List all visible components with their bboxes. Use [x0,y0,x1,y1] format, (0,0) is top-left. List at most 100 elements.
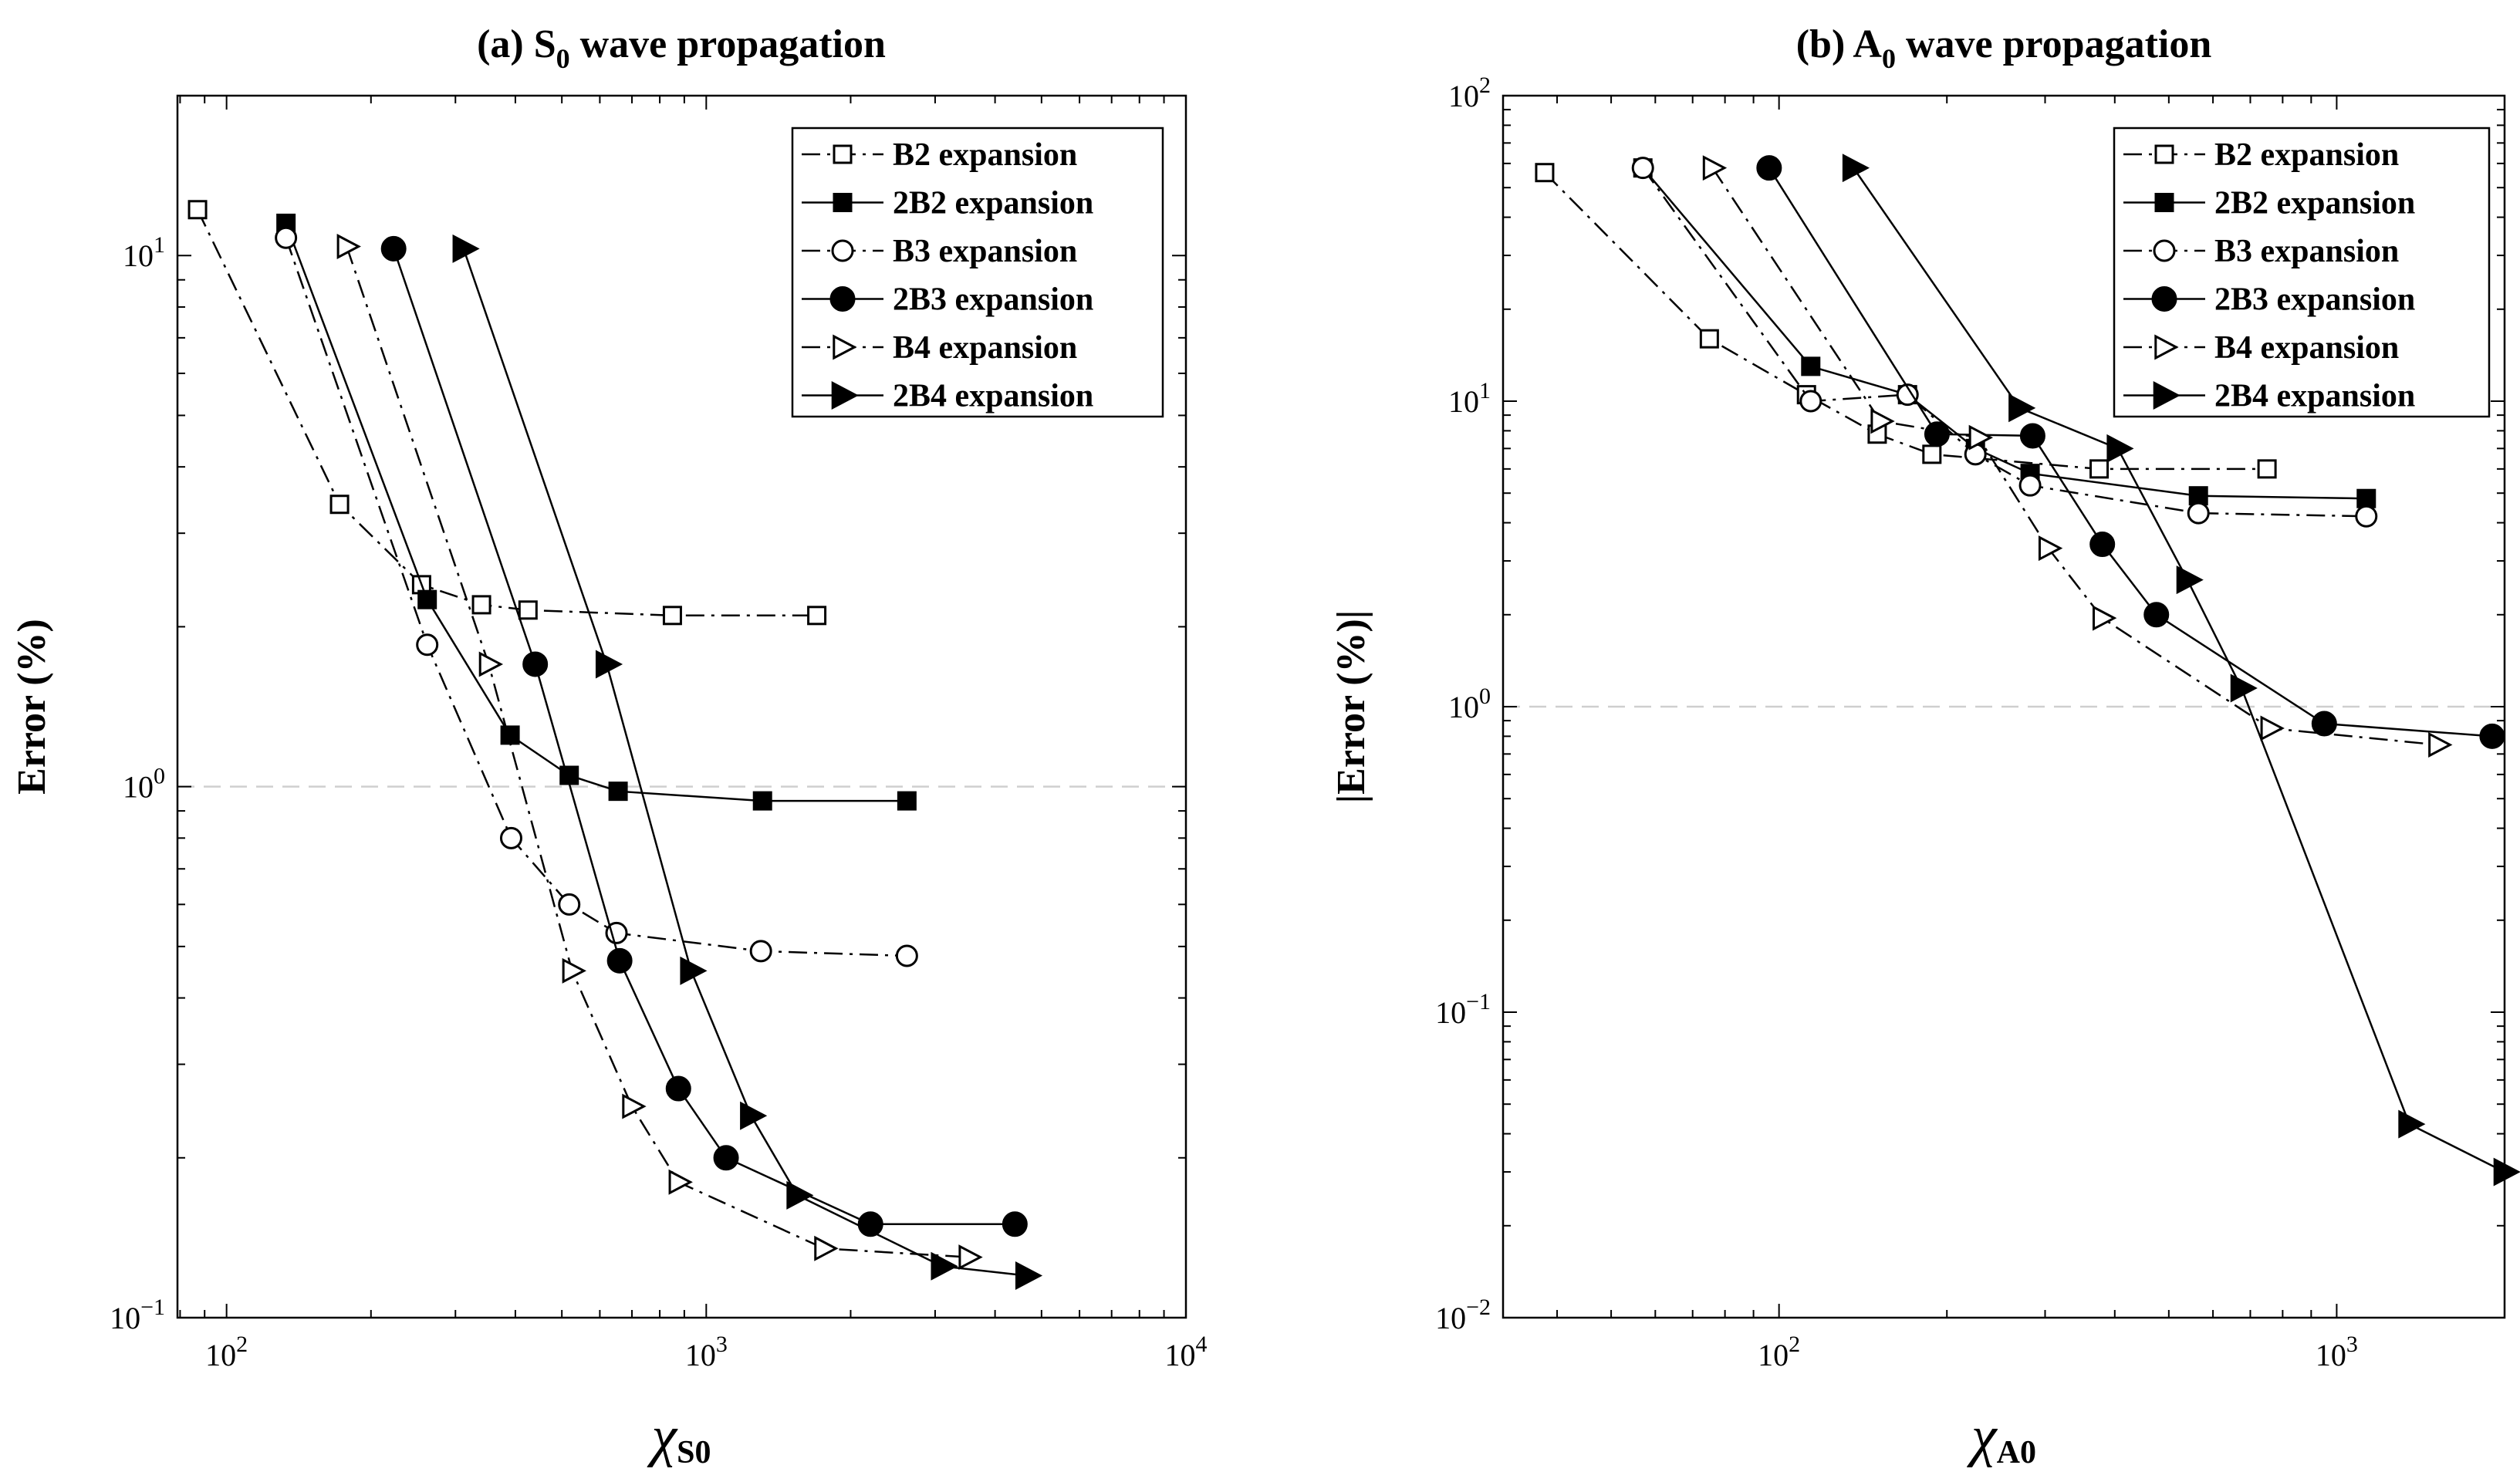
series-6 [1842,154,2520,1187]
data-point [2093,605,2117,631]
legend-marker [831,381,859,410]
data-point [1756,155,1782,181]
legend-label: 2B3 expansion [2214,282,2415,318]
legend-entry: B3 expansion [2123,234,2399,269]
data-point [336,234,361,259]
data-point [2038,535,2063,562]
x-axis-label: χS0 [647,1405,711,1470]
legend-label: B2 expansion [893,137,1077,173]
y-tick-label-4: 102 [1448,73,1491,113]
legend: B2 expansion 2B2 expansion B3 expansion 2B3… [2113,127,2491,418]
data-point [2355,505,2378,528]
series-5 [336,234,983,1271]
legend-marker [833,193,853,212]
data-point [1842,154,1870,183]
data-point [740,1101,768,1130]
data-point [662,606,682,626]
legend-entry: 2B3 expansion [802,282,1093,318]
legend-entry: B2 expansion [2123,137,2399,173]
data-point [2311,711,2337,737]
legend-label: B3 expansion [2214,234,2399,269]
series-4 [380,235,1028,1237]
data-point [752,791,772,811]
legend-label: 2B2 expansion [2214,186,2415,221]
y-tick-label-2: 100 [1448,684,1491,724]
data-point [786,1180,814,1210]
y-tick-label-3: 101 [1448,378,1491,419]
legend-marker [2154,144,2174,164]
legend-marker [829,286,856,312]
data-point [814,1235,839,1261]
data-point [1535,163,1555,183]
legend-label: 2B4 expansion [893,379,1093,414]
data-point [606,947,633,974]
legend-marker [2154,193,2174,212]
data-point [2188,486,2208,506]
series-5 [1702,155,2453,758]
data-point [2356,488,2376,508]
series-2 [276,213,917,811]
legend-entry: B3 expansion [802,234,1077,269]
x-tick-label-2: 104 [1165,1332,1208,1372]
legend-marker [2153,381,2181,410]
data-point [2493,1157,2520,1187]
legend: B2 expansion 2B2 expansion B3 expansion 2B3… [791,127,1164,418]
x-axis-label: χA0 [1967,1405,2036,1470]
y-axis-label: |Error (%)| [1329,610,1373,804]
legend-entry: 2B2 expansion [802,186,1093,221]
legend-entry: 2B3 expansion [2123,282,2415,318]
data-point [1801,356,1821,376]
legend-label: 2B2 expansion [893,186,1093,221]
data-point [417,589,437,609]
chart-panel-a: 102 103 104 10−1 100 101 (a) S0 wave propagati… [10,22,1208,1470]
data-point [452,234,480,263]
data-point [2187,501,2210,525]
data-point [713,1145,739,1171]
data-point [2018,474,2042,497]
data-point [500,725,520,745]
data-point [958,1244,983,1271]
legend-label: B2 expansion [2214,137,2399,173]
legend-label: B4 expansion [893,330,1077,366]
data-point [857,1211,883,1237]
data-point [665,1075,691,1102]
series-4 [1756,155,2505,749]
data-point [680,956,708,985]
series-1 [187,200,827,626]
data-point [749,940,772,963]
data-point [1870,408,1895,434]
data-point [1896,383,1919,407]
data-point [522,651,549,677]
data-point [622,1093,647,1119]
legend-marker [2154,334,2179,360]
data-point [1015,1261,1043,1290]
legend-marker [833,144,853,164]
data-point [2089,532,2116,558]
legend-marker [2153,239,2176,262]
data-point [329,495,350,515]
legend-entry: 2B4 expansion [2123,379,2415,414]
data-point [895,944,918,967]
data-point [595,650,623,679]
data-point [1799,390,1822,413]
data-point [605,921,628,944]
data-point [1922,444,1942,464]
data-point [2260,715,2285,741]
y-tick-label-1: 10−1 [1435,989,1491,1030]
data-point [187,200,208,220]
data-point [499,826,522,849]
data-point [1002,1211,1028,1237]
legend-label: B4 expansion [2214,330,2399,366]
y-axis-label: Error (%) [10,619,54,795]
data-point [2230,673,2258,703]
legend-entry: B2 expansion [802,137,1077,173]
axes-box [1502,94,2506,1319]
y-tick-label-2: 101 [123,232,165,273]
data-point [1702,155,1728,181]
data-point [518,600,538,620]
chart-panel-b: 102 103 10−2 10−1 100 101 102 (b) A0 wave propa… [1329,22,2520,1470]
chart-title: (b) A0 wave propagation [1796,22,2212,74]
minor-ticks [1503,95,2505,1318]
